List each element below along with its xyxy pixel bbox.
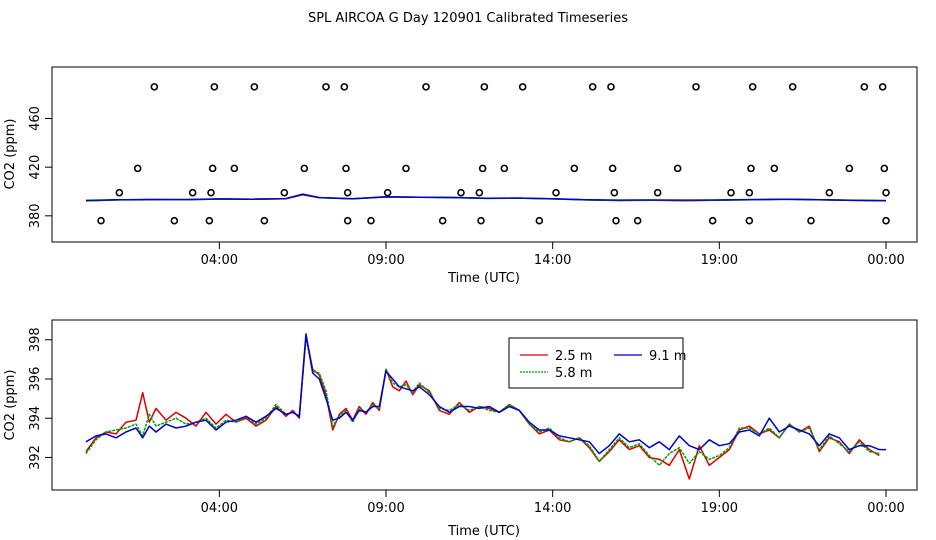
top-calibration-point xyxy=(367,216,375,225)
top-calibration-point xyxy=(343,188,352,197)
bottom-x-tick-label: 09:00 xyxy=(367,501,404,516)
bottom-y-tick-label: 392 xyxy=(28,445,43,470)
top-x-tick-label: 14:00 xyxy=(534,253,571,268)
top-calibration-point xyxy=(747,164,755,173)
bottom-x-tick-label: 04:00 xyxy=(201,501,238,516)
legend-label-2-5m: 2.5 m xyxy=(555,349,592,364)
top-calibration-point xyxy=(478,164,487,173)
top-calibration-point xyxy=(708,216,717,225)
top-calibration-point xyxy=(807,216,815,225)
top-x-tick-label: 04:00 xyxy=(201,253,238,268)
top-calibration-point xyxy=(878,83,887,91)
top-calibration-point xyxy=(300,164,309,173)
top-calibration-point xyxy=(97,216,105,225)
top-calibration-point xyxy=(673,164,682,173)
top-calibration-point xyxy=(170,216,179,225)
bottom-series-2-5-m xyxy=(85,335,880,480)
top-calibration-point xyxy=(438,216,447,225)
top-calibration-point xyxy=(880,164,889,173)
bottom-x-axis-label: Time (UTC) xyxy=(447,524,520,539)
top-plot-marks: 04:00 09:00 14:00 19:00 00:00 380 420 460 xyxy=(28,83,905,268)
top-calibration-point xyxy=(882,216,890,225)
top-calibration-point xyxy=(207,188,215,197)
top-calibration-point xyxy=(633,216,642,225)
top-y-tick-label: 460 xyxy=(28,106,43,131)
top-calibration-point xyxy=(477,216,485,225)
legend: 2.5 m 5.8 m 9.1 m xyxy=(508,337,686,389)
bottom-x-tick-label: 00:00 xyxy=(867,501,904,516)
top-panel: 04:00 09:00 14:00 19:00 00:00 380 420 460 Time … xyxy=(3,66,918,286)
top-calibration-point xyxy=(745,216,754,225)
legend-box xyxy=(508,337,684,389)
top-calibration-point xyxy=(845,164,854,173)
top-calibration-point xyxy=(748,83,757,91)
top-calibration-point xyxy=(882,188,890,197)
top-calibration-point xyxy=(250,83,259,91)
top-y-tick-label: 380 xyxy=(28,203,43,228)
top-calibration-point xyxy=(208,164,217,173)
top-x-tick-label: 00:00 xyxy=(867,253,904,268)
top-calibration-point xyxy=(825,188,834,197)
top-calibration-point xyxy=(322,83,330,91)
top-calibration-point xyxy=(340,83,349,91)
top-calibration-point xyxy=(343,216,352,225)
top-calibration-point xyxy=(727,188,735,197)
top-calibration-point xyxy=(610,188,619,197)
top-calibration-point xyxy=(770,164,779,173)
top-calibration-point xyxy=(653,188,662,197)
top-calibration-point xyxy=(860,83,869,91)
top-calibration-point xyxy=(210,83,219,91)
top-calibration-point xyxy=(475,188,484,197)
top-calibration-point xyxy=(570,164,579,173)
bottom-plot-frame xyxy=(51,319,918,491)
top-calibration-point xyxy=(150,83,159,91)
bottom-plot-marks: 04:00 09:00 14:00 19:00 00:00 392 394 396 398 xyxy=(28,327,905,516)
legend-label-9-1m: 9.1 m xyxy=(649,349,686,364)
top-calibration-point xyxy=(552,188,560,197)
top-calibration-point xyxy=(535,216,544,225)
top-calibration-point xyxy=(607,83,615,91)
top-y-tick-label: 420 xyxy=(28,155,43,180)
top-series-9-1-m xyxy=(85,193,887,202)
top-x-axis-label: Time (UTC) xyxy=(447,271,520,286)
bottom-panel: 04:00 09:00 14:00 19:00 00:00 392 394 396 398 Ti… xyxy=(3,319,918,539)
top-calibration-point xyxy=(745,188,754,197)
top-calibration-point xyxy=(588,83,597,91)
bottom-y-tick-label: 394 xyxy=(28,406,43,431)
top-calibration-point xyxy=(342,164,350,173)
chart-title: SPL AIRCOA G Day 120901 Calibrated Times… xyxy=(308,11,628,26)
top-calibration-point xyxy=(205,216,214,225)
bottom-y-axis-label: CO2 (ppm) xyxy=(3,369,18,440)
top-calibration-point xyxy=(260,216,269,225)
top-plot-frame xyxy=(51,66,918,243)
top-calibration-point xyxy=(115,188,124,197)
top-calibration-point xyxy=(280,188,289,197)
bottom-y-tick-label: 398 xyxy=(28,327,43,352)
top-calibration-point xyxy=(133,164,142,173)
top-calibration-point xyxy=(788,83,797,91)
top-calibration-point xyxy=(422,83,430,91)
top-calibration-point xyxy=(518,83,527,91)
top-calibration-point xyxy=(608,164,617,173)
top-calibration-point xyxy=(230,164,239,173)
bottom-x-tick-label: 19:00 xyxy=(701,501,738,516)
bottom-y-tick-label: 396 xyxy=(28,367,43,392)
top-calibration-point xyxy=(612,216,620,225)
bottom-series-5-8-m xyxy=(85,337,880,467)
top-calibration-point xyxy=(480,83,489,91)
top-x-tick-label: 09:00 xyxy=(367,253,404,268)
top-y-axis-label: CO2 (ppm) xyxy=(3,118,18,189)
top-x-tick-label: 19:00 xyxy=(701,253,738,268)
top-calibration-point xyxy=(402,164,410,173)
top-calibration-point xyxy=(383,188,392,197)
bottom-series-9-1-m xyxy=(85,333,886,455)
top-calibration-point xyxy=(692,83,700,91)
top-calibration-point xyxy=(500,164,509,173)
legend-label-5-8m: 5.8 m xyxy=(555,366,592,381)
top-calibration-point xyxy=(457,188,465,197)
bottom-x-tick-label: 14:00 xyxy=(534,501,571,516)
top-calibration-point xyxy=(188,188,197,197)
